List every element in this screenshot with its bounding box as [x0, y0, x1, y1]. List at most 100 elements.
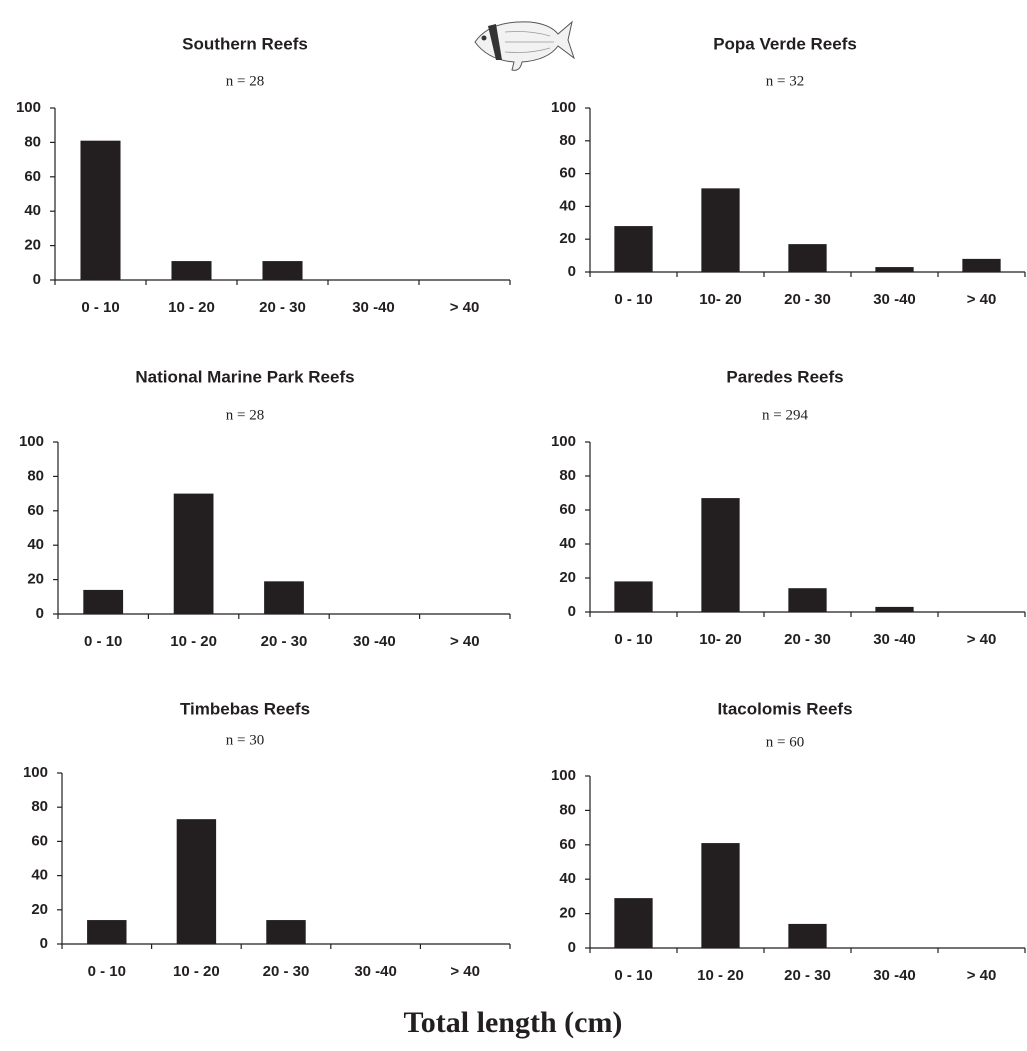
bar	[614, 226, 652, 272]
x-tick-label: > 40	[450, 963, 480, 980]
x-tick-label: > 40	[967, 967, 997, 984]
x-tick-label: 0 - 10	[84, 633, 122, 650]
chart-subtitle: n = 294	[762, 407, 808, 423]
y-tick-label: 0	[568, 603, 576, 620]
y-tick-label: 0	[568, 939, 576, 956]
y-tick-label: 20	[559, 569, 576, 586]
x-tick-label: 20 - 30	[784, 291, 831, 308]
chart-title: Timbebas Reefs	[180, 699, 310, 718]
chart-title: Paredes Reefs	[726, 367, 843, 386]
y-tick-label: 100	[551, 433, 576, 450]
x-tick-label: > 40	[450, 633, 480, 650]
bar	[701, 188, 739, 272]
y-tick-label: 60	[27, 502, 44, 519]
bar	[83, 590, 123, 614]
y-tick-label: 40	[24, 202, 41, 219]
chart-title: Popa Verde Reefs	[713, 34, 857, 53]
y-tick-label: 100	[16, 99, 41, 116]
x-tick-label: 10 - 20	[168, 299, 215, 316]
y-tick-label: 40	[27, 536, 44, 553]
y-tick-label: 80	[31, 798, 48, 815]
x-tick-label: 30 -40	[353, 633, 396, 650]
chart-title: National Marine Park Reefs	[135, 367, 354, 386]
bar	[614, 898, 652, 948]
bar	[266, 920, 305, 944]
chart-subtitle: n = 30	[226, 732, 264, 748]
y-tick-label: 0	[568, 263, 576, 280]
y-tick-label: 80	[27, 467, 44, 484]
bar	[701, 843, 739, 948]
y-tick-label: 100	[551, 99, 576, 116]
y-tick-label: 60	[559, 501, 576, 518]
x-tick-label: 10- 20	[699, 291, 742, 308]
y-tick-label: 100	[23, 764, 48, 781]
y-tick-label: 60	[559, 836, 576, 853]
x-tick-label: 10- 20	[699, 631, 742, 648]
x-tick-label: > 40	[967, 631, 997, 648]
x-tick-label: 10 - 20	[173, 963, 220, 980]
x-tick-label: > 40	[450, 299, 480, 316]
y-tick-label: 40	[31, 867, 48, 884]
bar	[171, 261, 211, 280]
y-tick-label: 100	[19, 433, 44, 450]
y-tick-label: 100	[551, 767, 576, 784]
y-tick-label: 0	[33, 271, 41, 288]
y-tick-label: 20	[31, 901, 48, 918]
bar	[80, 141, 120, 280]
x-tick-label: 0 - 10	[614, 631, 652, 648]
x-tick-label: 20 - 30	[261, 633, 308, 650]
bar	[962, 259, 1000, 272]
y-tick-label: 20	[559, 230, 576, 247]
x-tick-label: 30 -40	[873, 631, 916, 648]
chart-subtitle: n = 32	[766, 73, 804, 89]
bar	[788, 588, 826, 612]
bar	[701, 498, 739, 612]
x-tick-label: 10 - 20	[697, 967, 744, 984]
y-tick-label: 80	[24, 133, 41, 150]
y-tick-label: 80	[559, 801, 576, 818]
bar	[177, 819, 216, 944]
y-tick-label: 60	[559, 165, 576, 182]
y-tick-label: 20	[24, 237, 41, 254]
x-tick-label: 30 -40	[873, 291, 916, 308]
y-tick-label: 20	[27, 571, 44, 588]
bar	[614, 581, 652, 612]
chart-subtitle: n = 28	[226, 407, 264, 423]
y-tick-label: 80	[559, 467, 576, 484]
y-tick-label: 60	[31, 832, 48, 849]
x-tick-label: 0 - 10	[88, 963, 126, 980]
chart-title: Southern Reefs	[182, 34, 308, 53]
y-tick-label: 40	[559, 197, 576, 214]
y-tick-label: 80	[559, 132, 576, 149]
x-tick-label: 10 - 20	[170, 633, 217, 650]
bar	[788, 244, 826, 272]
y-tick-label: 20	[559, 905, 576, 922]
y-tick-label: 0	[36, 605, 44, 622]
bar	[875, 607, 913, 612]
bar	[262, 261, 302, 280]
bar	[788, 924, 826, 948]
figure: Total length (cm) Southern Reefs n = 28 0 2…	[0, 0, 1027, 1051]
bar	[174, 494, 214, 614]
x-axis-title: Total length (cm)	[404, 1006, 623, 1039]
y-tick-label: 40	[559, 535, 576, 552]
x-tick-label: 30 -40	[873, 967, 916, 984]
bar	[875, 267, 913, 272]
chart-subtitle: n = 28	[226, 73, 264, 89]
x-tick-label: 20 - 30	[784, 967, 831, 984]
x-tick-label: 0 - 10	[614, 967, 652, 984]
y-tick-label: 60	[24, 168, 41, 185]
x-tick-label: 0 - 10	[614, 291, 652, 308]
y-tick-label: 40	[559, 870, 576, 887]
bar	[87, 920, 126, 944]
x-tick-label: 30 -40	[352, 299, 395, 316]
y-tick-label: 0	[40, 935, 48, 952]
chart-title: Itacolomis Reefs	[717, 699, 852, 718]
x-tick-label: > 40	[967, 291, 997, 308]
x-tick-label: 20 - 30	[263, 963, 310, 980]
chart-subtitle: n = 60	[766, 734, 804, 750]
x-tick-label: 0 - 10	[81, 299, 119, 316]
bar	[264, 581, 304, 614]
x-tick-label: 20 - 30	[259, 299, 306, 316]
fish-illustration	[475, 22, 574, 70]
